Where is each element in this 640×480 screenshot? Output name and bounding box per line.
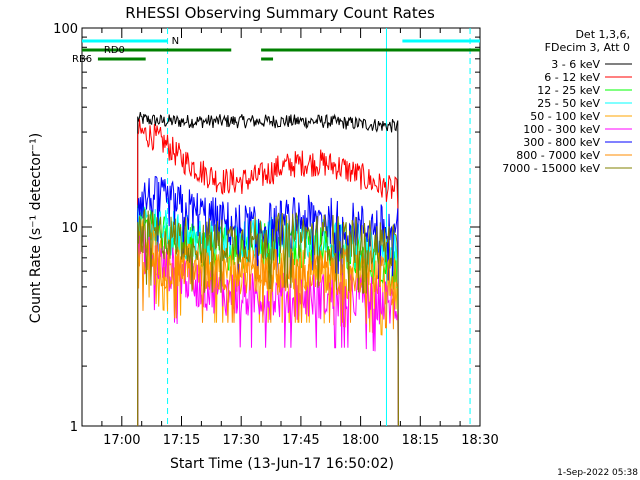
series-line: [137, 208, 399, 427]
series-line: [137, 225, 399, 427]
x-tick-label: 17:30: [222, 433, 259, 448]
flag-label: N: [172, 36, 179, 47]
series-group: [137, 112, 399, 427]
flag-label: RD0: [104, 45, 125, 56]
x-tick-label: 18:15: [402, 433, 439, 448]
chart-title: RHESSI Observing Summary Count Rates: [125, 4, 435, 22]
legend-entry-label: 50 - 100 keV: [530, 110, 600, 123]
timestamp: 1-Sep-2022 05:38: [557, 468, 638, 478]
legend-header: FDecim 3, Att 0: [545, 41, 630, 54]
legend-header: Det 1,3,6,: [575, 28, 630, 41]
flag-bars: N RD0 RB6: [72, 36, 480, 65]
x-tick-label: 18:30: [461, 433, 498, 448]
x-tick-label: 17:15: [163, 433, 200, 448]
x-tick-label: 18:00: [342, 433, 379, 448]
legend-entry-label: 300 - 800 keV: [523, 136, 600, 149]
flag-label: RB6: [72, 54, 92, 65]
legend-entry-label: 25 - 50 keV: [537, 97, 600, 110]
legend-entry-label: 6 - 12 keV: [544, 71, 600, 84]
legend-entry-label: 7000 - 15000 keV: [502, 162, 600, 175]
x-tick-label: 17:00: [103, 433, 140, 448]
axis-labels: 17:00 17:15 17:30 17:45 18:00 18:15 18:30 1 10 10…: [53, 22, 499, 448]
legend-entry-label: 800 - 7000 keV: [516, 149, 600, 162]
legend-entry-label: 100 - 300 keV: [523, 123, 600, 136]
y-axis-label: Count Rate (s⁻¹ detector⁻¹): [28, 133, 44, 323]
y-tick-label: 10: [61, 221, 78, 236]
y-tick-label: 1: [70, 420, 78, 435]
series-line: [137, 119, 399, 427]
axis-ticks: [82, 27, 481, 427]
x-tick-label: 17:45: [282, 433, 319, 448]
x-axis-label: Start Time (13-Jun-17 16:50:02): [170, 456, 394, 472]
vertical-markers: [167, 28, 471, 426]
legend-entry-label: 12 - 25 keV: [537, 84, 600, 97]
series-line: [137, 112, 399, 427]
legend-entry-label: 3 - 6 keV: [551, 58, 600, 71]
y-tick-label: 100: [53, 22, 78, 37]
series-line: [137, 237, 399, 427]
